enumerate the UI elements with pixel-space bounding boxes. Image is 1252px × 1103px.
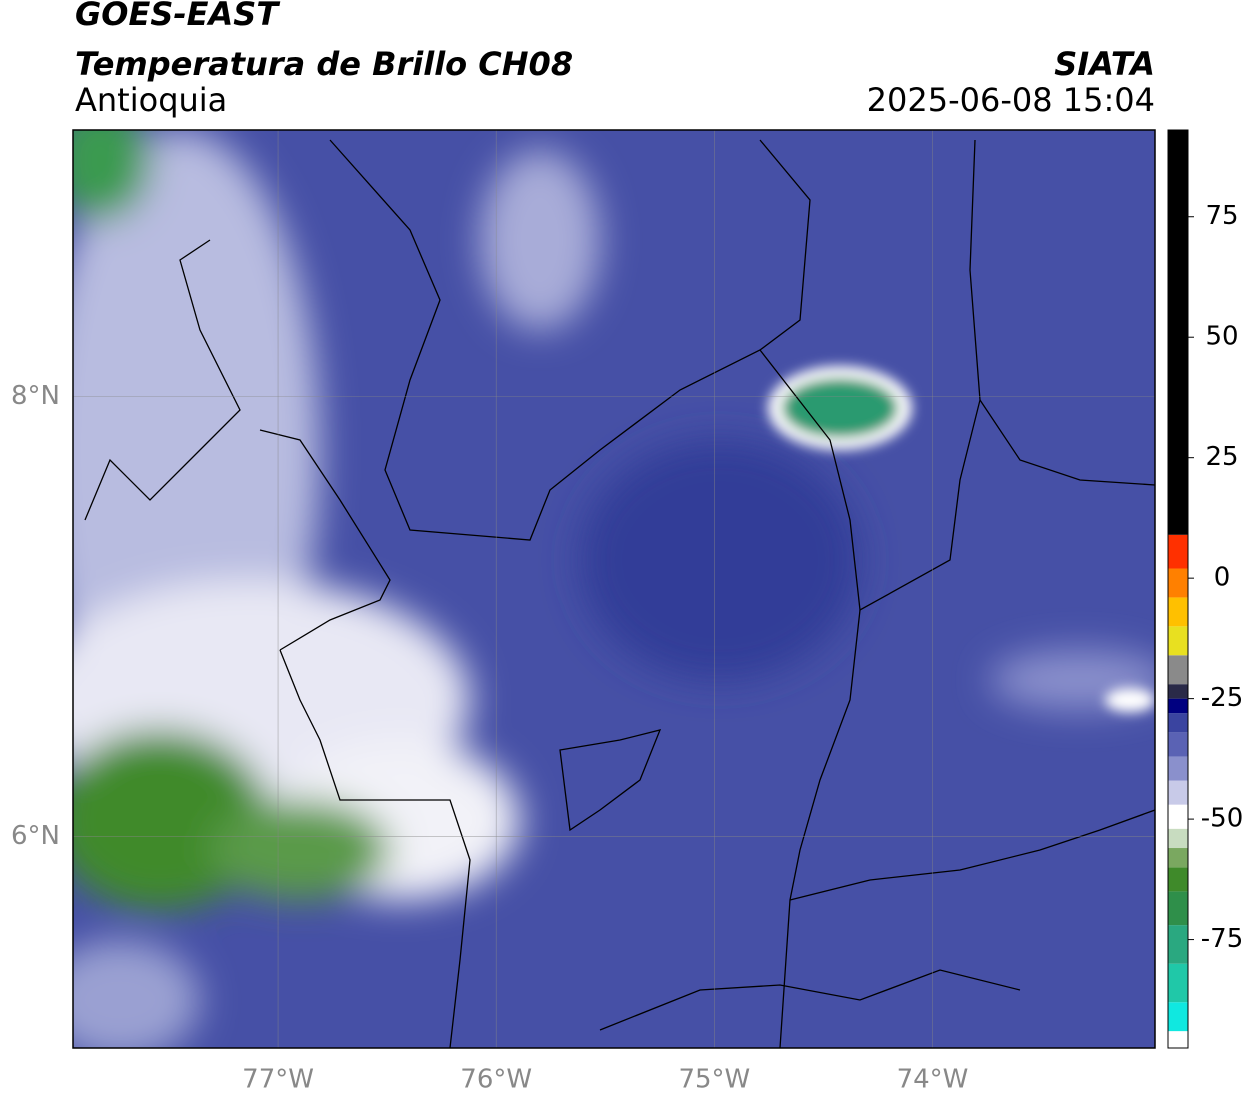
colorbar-segment — [1168, 568, 1188, 598]
colorbar-tick-label: -25 — [1201, 683, 1243, 713]
graticule: 77°W 76°W 75°W 74°W 6°N 8°N — [11, 130, 1155, 1095]
colorbar-segment — [1168, 963, 1188, 1003]
y-tick-label: 8°N — [11, 381, 60, 411]
colorbar-segment — [1168, 925, 1188, 964]
colorbar-segment — [1168, 698, 1188, 714]
colorbar-frame — [1167, 129, 1189, 1049]
x-tick-label: 77°W — [242, 1065, 314, 1095]
x-tick-label: 75°W — [678, 1065, 750, 1095]
colorbar-segment — [1168, 828, 1188, 849]
colorbar-segment — [1168, 684, 1188, 699]
map-frame — [72, 129, 1156, 1049]
colorbar-segment — [1168, 804, 1188, 829]
colorbar-segment — [1168, 756, 1188, 781]
colorbar-segment — [1168, 626, 1188, 656]
colorbar-segment — [1168, 597, 1188, 627]
colorbar-segment — [1168, 891, 1188, 926]
x-tick-label: 76°W — [460, 1065, 532, 1095]
x-tick-label: 74°W — [897, 1065, 969, 1095]
datetime-label: 2025-06-08 15:04 — [867, 81, 1155, 119]
colorbar-segment — [1168, 713, 1188, 733]
colorbar-tick-label: -75 — [1201, 924, 1243, 954]
colorbar-tick-label: 25 — [1205, 442, 1238, 472]
colorbar-segment — [1168, 1031, 1188, 1048]
agency-label: SIATA — [1054, 45, 1155, 83]
colorbar-segment — [1168, 655, 1188, 685]
colorbar-segment — [1168, 780, 1188, 805]
colorbar-segment — [1168, 867, 1188, 892]
colorbar-segment — [1168, 130, 1188, 535]
region-label: Antioquia — [75, 81, 227, 119]
colorbar-tick-label: 0 — [1214, 563, 1231, 593]
colorbar: -75 -50 -25 0 25 50 75 — [1168, 130, 1243, 1048]
colorbar-segment — [1168, 1002, 1188, 1032]
colorbar-tick-label: 50 — [1205, 322, 1238, 352]
y-tick-label: 6°N — [11, 821, 60, 851]
colorbar-segment — [1168, 848, 1188, 868]
colorbar-segment — [1168, 534, 1188, 569]
colorbar-tick-label: -50 — [1201, 804, 1243, 834]
colorbar-tick-label: 75 — [1205, 201, 1238, 231]
satellite-title: GOES-EAST — [75, 0, 280, 33]
map-image — [73, 130, 1155, 1048]
product-title: Temperatura de Brillo CH08 — [75, 45, 573, 83]
colorbar-segment — [1168, 732, 1188, 757]
